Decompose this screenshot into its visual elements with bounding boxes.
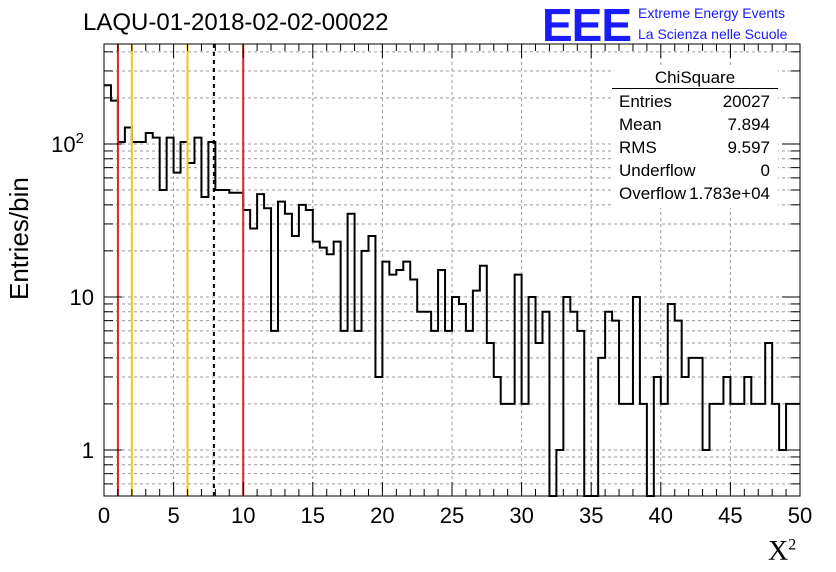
chart-title: LAQU-01-2018-02-02-00022 [83, 9, 389, 36]
y-axis-label: Entries/bin [4, 177, 34, 300]
x-tick-label: 35 [579, 503, 603, 528]
x-tick-label: 40 [649, 503, 673, 528]
stats-label: Mean [619, 115, 662, 134]
x-tick-label: 15 [301, 503, 325, 528]
stats-label: RMS [619, 138, 657, 157]
stats-title: ChiSquare [654, 68, 736, 87]
x-tick-label: 10 [231, 503, 255, 528]
logo-mark: EEE [542, 0, 632, 51]
x-axis-label: Χ2 [768, 536, 797, 567]
stats-value: 20027 [722, 92, 770, 111]
stats-value: 0 [760, 161, 770, 180]
y-tick-label: 102 [51, 130, 84, 157]
x-tick-label: 5 [167, 503, 179, 528]
x-tick-label: 20 [370, 503, 394, 528]
stats-box: ChiSquare Entries 20027 Mean 7.894 RMS 9… [612, 66, 778, 208]
stats-label: Underflow [619, 161, 696, 180]
stats-label: Overflow [619, 184, 687, 203]
stats-value: 9.597 [727, 138, 770, 157]
histogram-series [104, 84, 800, 497]
logo-line-2: La Scienza nelle Scuole [638, 26, 788, 42]
x-tick-label: 25 [440, 503, 464, 528]
y-tick-label: 10 [70, 285, 94, 310]
x-tick-label: 45 [718, 503, 742, 528]
logo-line-1: Extreme Energy Events [638, 5, 786, 21]
stats-value: 1.783e+04 [689, 184, 770, 203]
x-tick-label: 30 [509, 503, 533, 528]
y-tick-label: 1 [82, 438, 94, 463]
stats-value: 7.894 [727, 115, 770, 134]
stats-divider [612, 88, 778, 89]
x-tick-label: 50 [788, 503, 812, 528]
x-tick-label: 0 [98, 503, 110, 528]
stats-label: Entries [619, 92, 672, 111]
